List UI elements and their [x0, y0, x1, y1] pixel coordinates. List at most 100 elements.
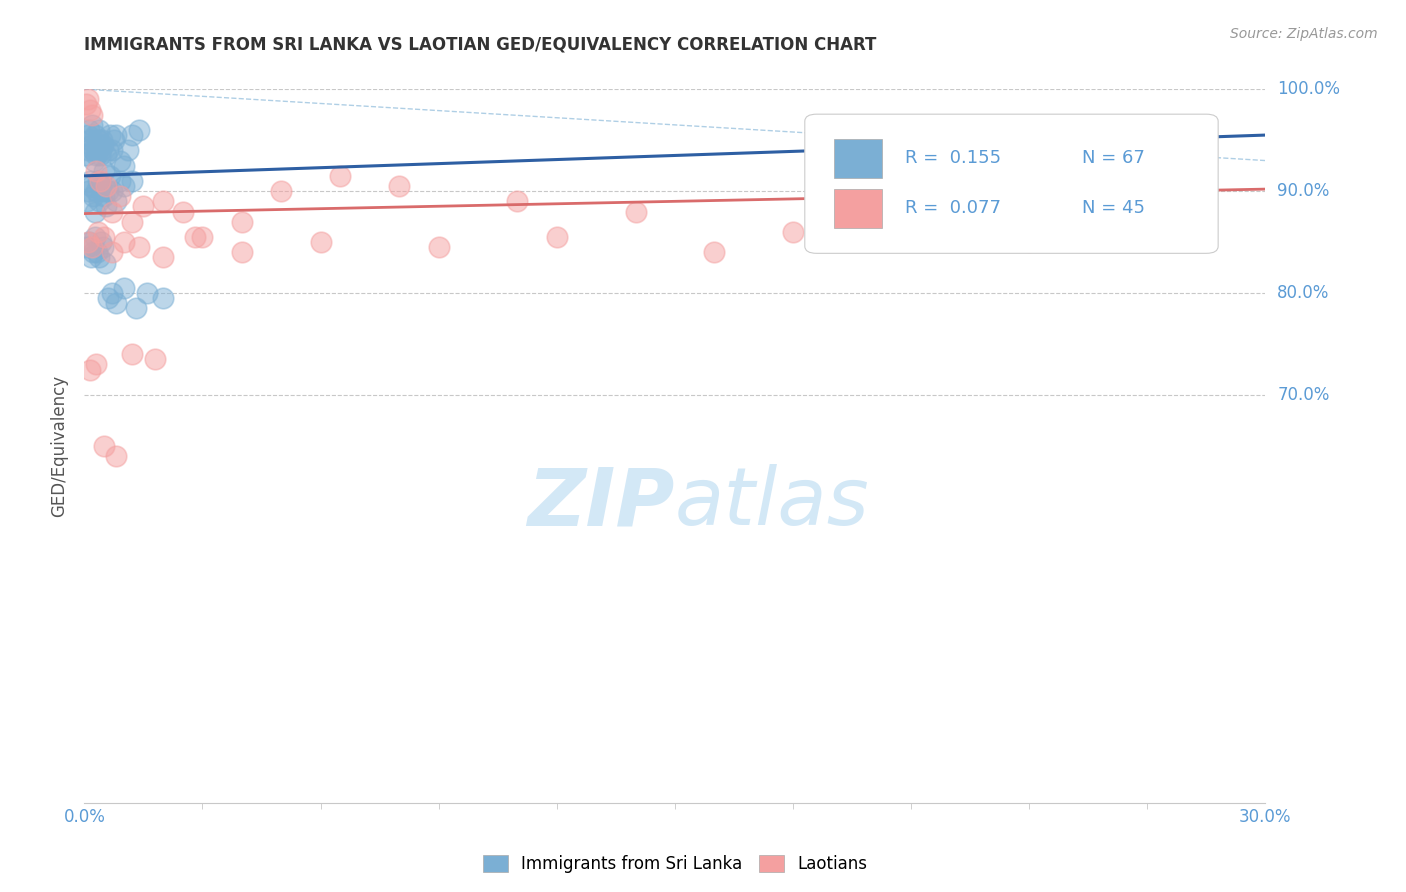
Point: [112, 235, 135, 249]
Point: [75, 97, 97, 112]
FancyBboxPatch shape: [834, 139, 882, 178]
FancyBboxPatch shape: [804, 114, 1218, 253]
Point: [80, 138, 103, 153]
Point: [86, 144, 108, 158]
Point: [94, 148, 117, 162]
Text: N = 67: N = 67: [1083, 149, 1146, 167]
Point: [89, 174, 111, 188]
Point: [94, 179, 117, 194]
Text: ZIP: ZIP: [527, 464, 675, 542]
Point: [121, 215, 143, 229]
Point: [183, 230, 205, 244]
Text: IMMIGRANTS FROM SRI LANKA VS LAOTIAN GED/EQUIVALENCY CORRELATION CHART: IMMIGRANTS FROM SRI LANKA VS LAOTIAN GED…: [84, 36, 877, 54]
Point: [1057, 184, 1080, 198]
Point: [87, 174, 110, 188]
Text: atlas: atlas: [675, 464, 870, 542]
Point: [143, 352, 166, 367]
Point: [101, 245, 124, 260]
Point: [80, 179, 103, 194]
Point: [97, 291, 120, 305]
Point: [84, 358, 107, 372]
Text: R =  0.077: R = 0.077: [905, 199, 1001, 217]
Point: [82, 245, 104, 260]
Point: [87, 225, 110, 239]
Text: R =  0.155: R = 0.155: [905, 149, 1001, 167]
Point: [703, 245, 725, 260]
Point: [97, 144, 120, 158]
Point: [108, 153, 131, 168]
Point: [91, 240, 114, 254]
Point: [77, 235, 100, 249]
Point: [97, 184, 120, 198]
Point: [329, 169, 352, 183]
Point: [90, 144, 112, 158]
Point: [136, 286, 159, 301]
Point: [80, 251, 103, 265]
Point: [93, 230, 115, 244]
Point: [79, 174, 101, 188]
Point: [103, 133, 125, 147]
Point: [939, 174, 962, 188]
Point: [90, 179, 112, 194]
Point: [231, 215, 253, 229]
Point: [172, 204, 194, 219]
Point: [506, 194, 529, 209]
Point: [83, 204, 105, 219]
Point: [84, 184, 107, 198]
FancyBboxPatch shape: [834, 189, 882, 228]
Point: [82, 240, 104, 254]
Point: [82, 189, 104, 203]
Point: [84, 128, 107, 142]
Text: 90.0%: 90.0%: [1277, 182, 1330, 200]
Point: [87, 251, 110, 265]
Point: [101, 184, 124, 198]
Point: [112, 281, 135, 295]
Text: N = 45: N = 45: [1083, 199, 1146, 217]
Point: [104, 194, 127, 209]
Point: [427, 240, 450, 254]
Point: [191, 230, 214, 244]
Point: [108, 174, 131, 188]
Point: [128, 240, 150, 254]
Point: [231, 245, 253, 260]
Point: [82, 118, 104, 132]
Point: [90, 235, 112, 249]
Point: [121, 128, 143, 142]
Point: [76, 144, 98, 158]
Point: [128, 123, 150, 137]
Legend: Immigrants from Sri Lanka, Laotians: Immigrants from Sri Lanka, Laotians: [475, 848, 875, 880]
Point: [89, 148, 111, 162]
Point: [79, 103, 101, 117]
Text: Source: ZipAtlas.com: Source: ZipAtlas.com: [1230, 27, 1378, 41]
Point: [388, 179, 411, 194]
Point: [104, 128, 127, 142]
Point: [77, 92, 100, 106]
Point: [89, 123, 111, 137]
Point: [89, 194, 111, 209]
Point: [83, 153, 105, 168]
Point: [91, 133, 114, 147]
Point: [84, 163, 107, 178]
Point: [309, 235, 332, 249]
Point: [132, 199, 155, 213]
Point: [860, 225, 883, 239]
Point: [93, 189, 115, 203]
Point: [76, 194, 98, 209]
Point: [86, 245, 108, 260]
Point: [270, 184, 292, 198]
Point: [101, 286, 124, 301]
Point: [75, 148, 97, 162]
Point: [112, 179, 135, 194]
Point: [121, 174, 143, 188]
Point: [94, 199, 117, 213]
Point: [104, 449, 127, 463]
Text: 70.0%: 70.0%: [1277, 386, 1330, 404]
Point: [101, 204, 124, 219]
Y-axis label: GED/Equivalency: GED/Equivalency: [51, 375, 69, 517]
Text: 100.0%: 100.0%: [1277, 80, 1340, 98]
Point: [98, 169, 121, 183]
Point: [124, 301, 146, 316]
Point: [77, 235, 100, 249]
Point: [91, 184, 114, 198]
Point: [152, 291, 174, 305]
